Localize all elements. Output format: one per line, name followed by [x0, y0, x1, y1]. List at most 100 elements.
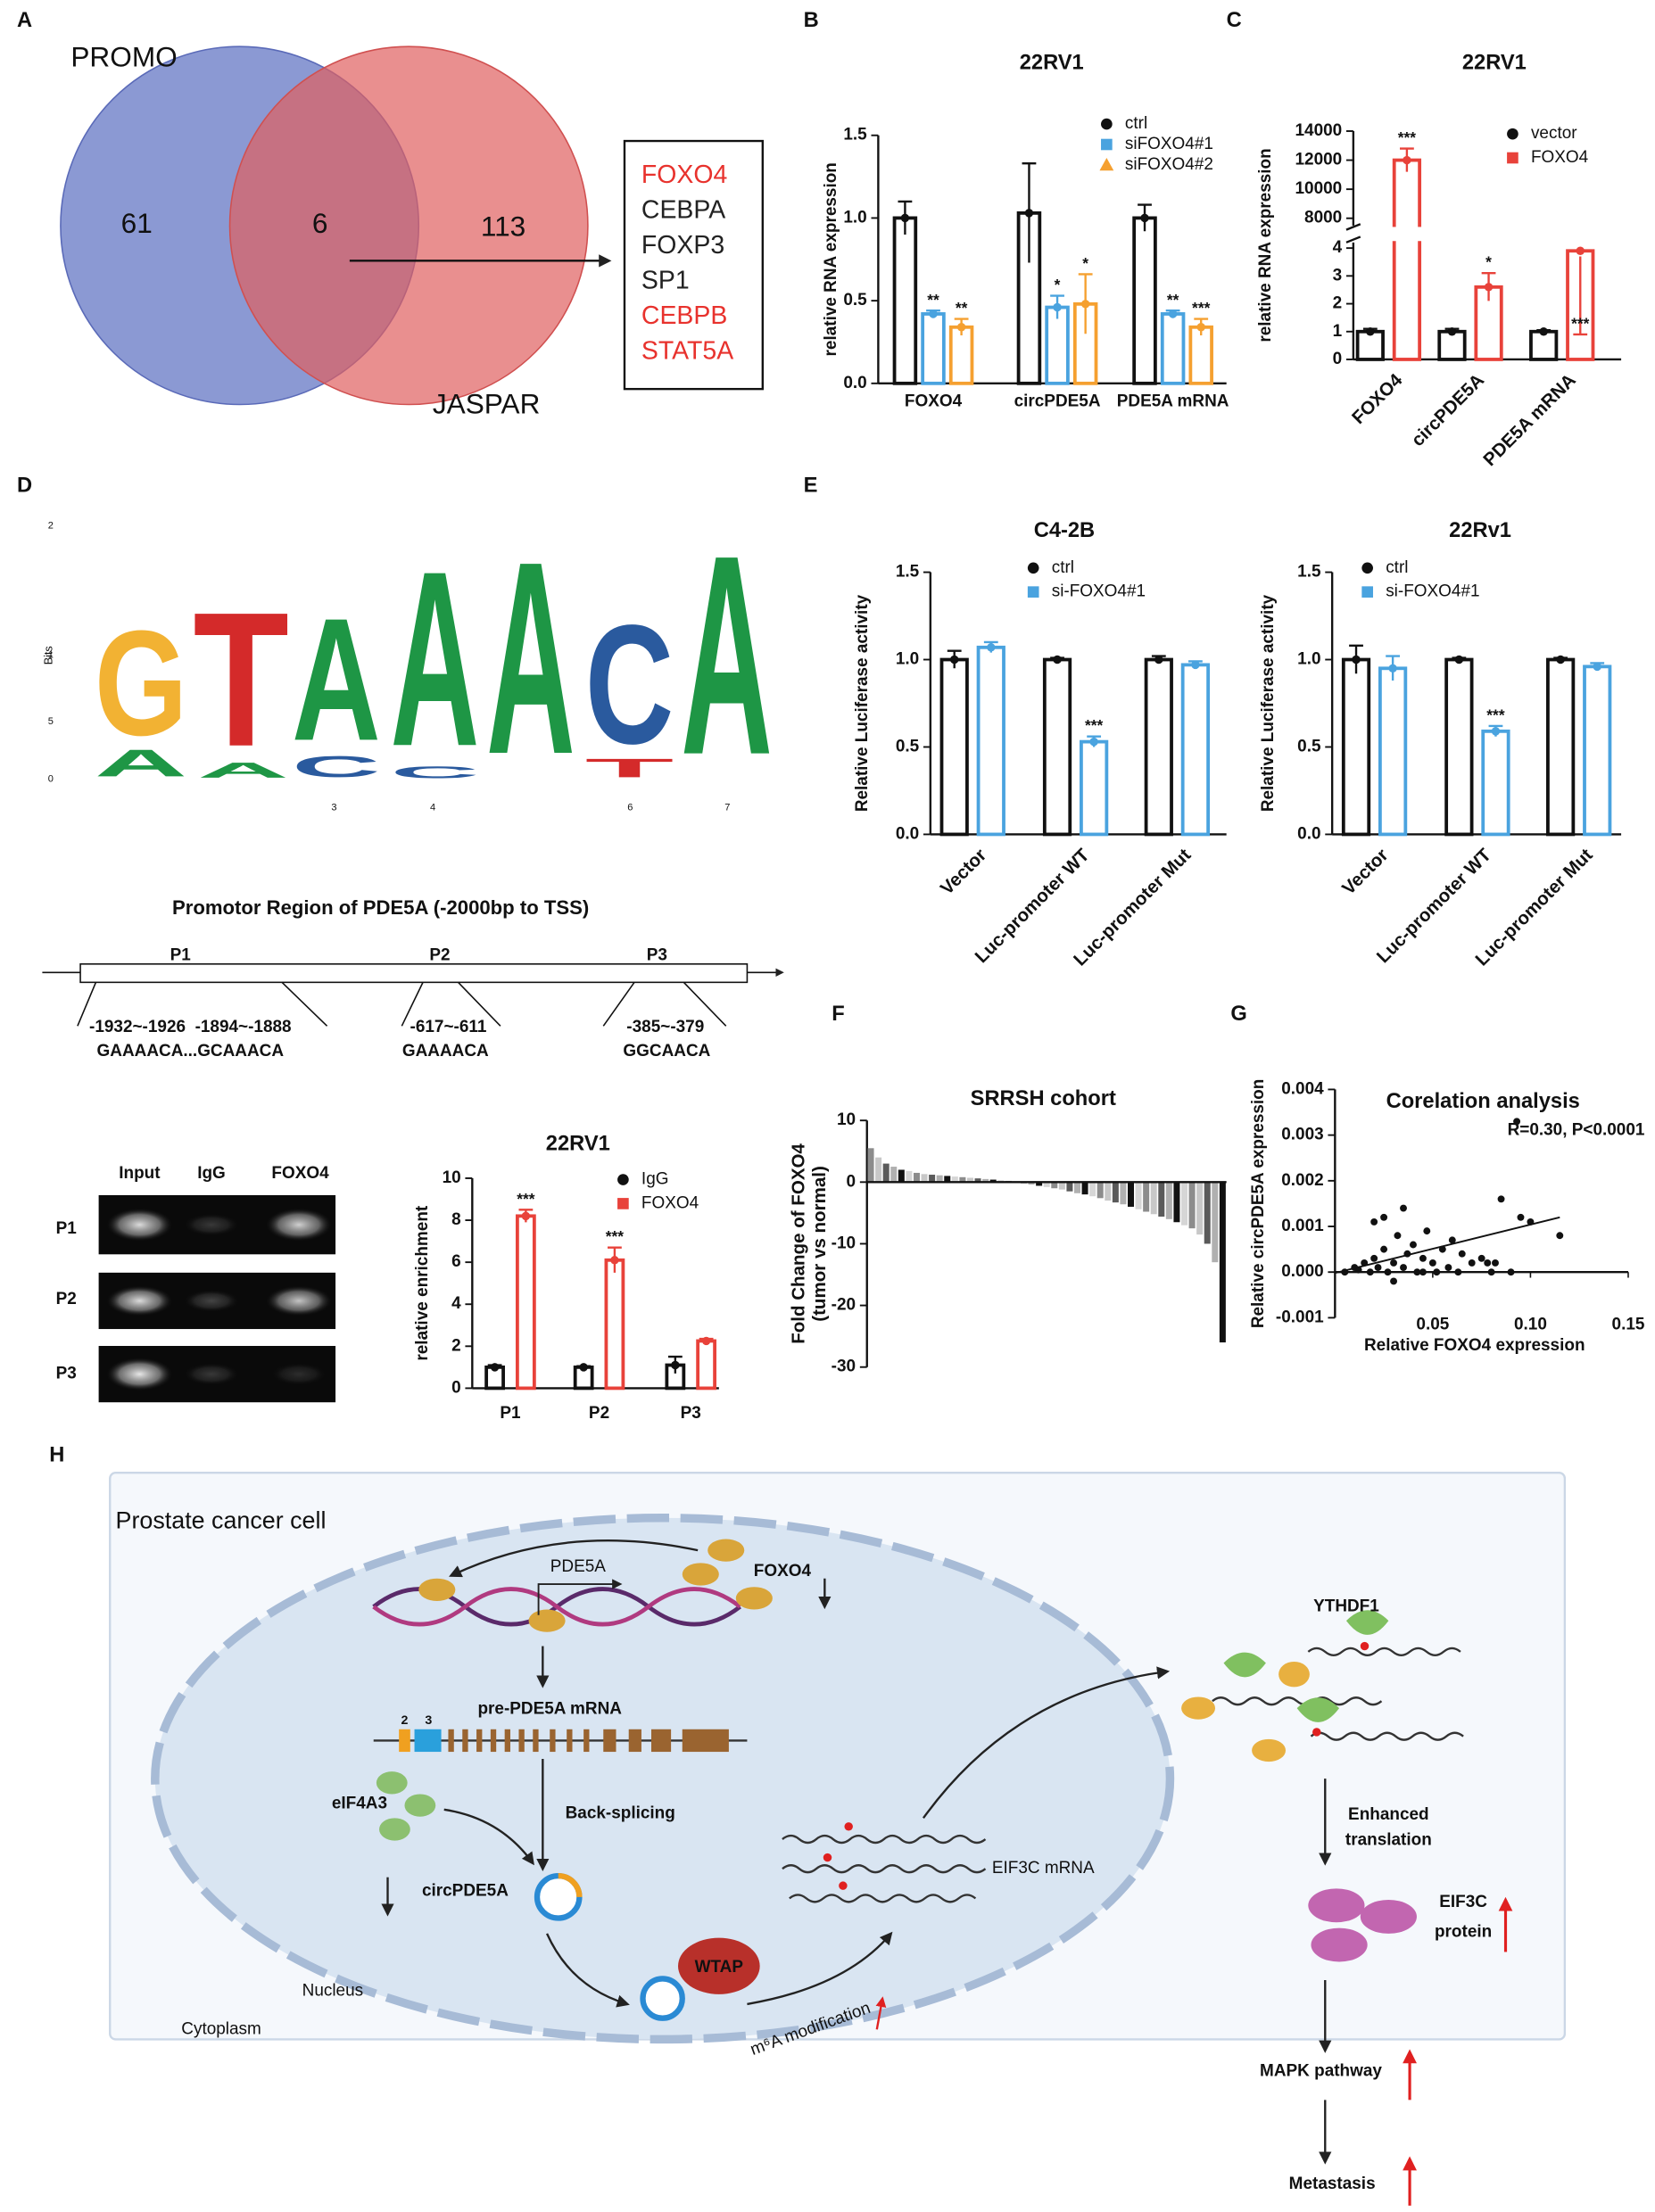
schematic-label: YTHDF1: [1313, 1597, 1379, 1615]
legend-marker: [1361, 586, 1373, 598]
error-bar: [1573, 256, 1588, 336]
legend-marker: [1099, 158, 1114, 171]
legend-marker: [1507, 152, 1518, 164]
y-tick-label: 0.000: [1281, 1262, 1323, 1281]
point: [1196, 323, 1205, 332]
gel-column: FOXO4: [271, 1164, 329, 1183]
site-seq: GAAAACA: [402, 1042, 489, 1061]
site-label: P3: [647, 945, 667, 964]
significance: **: [956, 299, 968, 317]
panel-label: F: [832, 1003, 844, 1026]
legend-label: FOXO4: [641, 1193, 699, 1212]
schematic-part: [875, 1996, 887, 2030]
schematic-part: [682, 1729, 729, 1753]
point: [1410, 1241, 1417, 1249]
chart-title: Corelation analysis: [1386, 1090, 1580, 1113]
point: [1556, 1232, 1564, 1240]
legend-label: siFOXO4#1: [1125, 135, 1213, 153]
bar: [1036, 1182, 1043, 1186]
x-tick-label: P3: [681, 1404, 701, 1423]
chart-title: SRRSH cohort: [971, 1087, 1116, 1110]
schematic-part: [449, 1539, 699, 1578]
bar: [921, 312, 946, 385]
schematic-part: [1308, 1888, 1365, 1923]
point: [1447, 327, 1457, 336]
schematic-label: Cytoplasm: [181, 2019, 261, 2038]
bar: [1073, 1182, 1080, 1193]
bar: [989, 1179, 997, 1183]
site-label: P2: [429, 945, 450, 964]
bar: [1043, 1182, 1050, 1187]
chart-title: 22RV1: [546, 1132, 610, 1155]
y-tick-label: 12000: [1295, 151, 1343, 169]
bar: [1583, 664, 1612, 837]
tf-box: [623, 139, 765, 391]
schematic-part: [537, 1579, 623, 1615]
schematic-part: [1311, 1927, 1368, 1962]
y-axis-label: Relative Luciferase activity: [1259, 594, 1278, 812]
bar: [1196, 1182, 1204, 1235]
legend-label: siFOXO4#2: [1125, 155, 1213, 174]
y-tick-label: 3: [1333, 266, 1343, 285]
logo-letter: G: [95, 599, 187, 767]
bar: [696, 1339, 716, 1391]
chart-title: C4-2B: [1034, 519, 1095, 542]
schematic-label: pre-PDE5A mRNA: [477, 1700, 622, 1719]
bar: [1144, 657, 1173, 837]
bar: [906, 1170, 913, 1183]
point: [1454, 1268, 1462, 1276]
venn-label: JASPAR: [433, 387, 541, 419]
schematic-part: [372, 1587, 741, 1627]
schematic-part: [404, 1794, 436, 1817]
site-seq: GGCAACA: [623, 1042, 710, 1061]
gel-image-part: [105, 1357, 174, 1391]
point: [1433, 1268, 1441, 1276]
schematic-part: [518, 1729, 525, 1753]
logo-letter: A: [486, 504, 575, 812]
bar: [1444, 657, 1474, 837]
y-tick-label: 1.0: [896, 650, 919, 669]
venn-label: PROMO: [70, 41, 177, 73]
schematic-part: [399, 1729, 410, 1753]
point: [701, 1336, 711, 1346]
gel-image-part: [183, 1362, 240, 1386]
point: [1394, 1232, 1402, 1240]
schematic-part: [567, 1729, 573, 1753]
schematic-part: [414, 1729, 442, 1753]
schematic-label: WTAP: [695, 1958, 743, 1977]
x-tick-label: 0.10: [1514, 1315, 1547, 1333]
schematic: [109, 1472, 1567, 2206]
y-axis-label: Relative circPDE5A expression: [1249, 1079, 1268, 1329]
gel-row: P1: [56, 1219, 78, 1238]
bar: [921, 1174, 928, 1183]
motif-position: 6: [627, 802, 633, 813]
figure-part: G A T A A C A C A C T A: [95, 497, 773, 815]
chart-title: 22Rv1: [1449, 519, 1511, 542]
schematic-part: [1278, 1661, 1310, 1688]
site-label: P1: [170, 945, 192, 964]
tf-name: CEBPA: [641, 196, 725, 225]
y-tick-label: -10: [832, 1234, 856, 1252]
point: [671, 1360, 680, 1370]
y-tick-label: 6: [451, 1252, 461, 1271]
point: [490, 1363, 500, 1372]
gel-row: P3: [56, 1365, 77, 1383]
gel-image-part: [183, 1213, 240, 1236]
bar: [1181, 1182, 1188, 1226]
point: [1576, 246, 1585, 255]
y-tick-label: 0: [1333, 350, 1343, 368]
y-tick-label: 1.5: [843, 126, 867, 144]
bar: [1378, 666, 1408, 837]
schematic-part: [1307, 1647, 1461, 1657]
point: [1492, 1259, 1499, 1267]
bar: [1212, 1182, 1219, 1263]
schematic-part: [1360, 1899, 1417, 1934]
x-tick-label: circPDE5A: [1014, 392, 1101, 410]
point: [1539, 327, 1548, 336]
y-tick-label: 0.5: [1297, 737, 1321, 755]
significance: ***: [1398, 128, 1417, 146]
bar: [951, 1176, 958, 1183]
bar: [898, 1169, 905, 1183]
legend-marker: [617, 1174, 629, 1185]
schematic-part: [1252, 1738, 1287, 1762]
